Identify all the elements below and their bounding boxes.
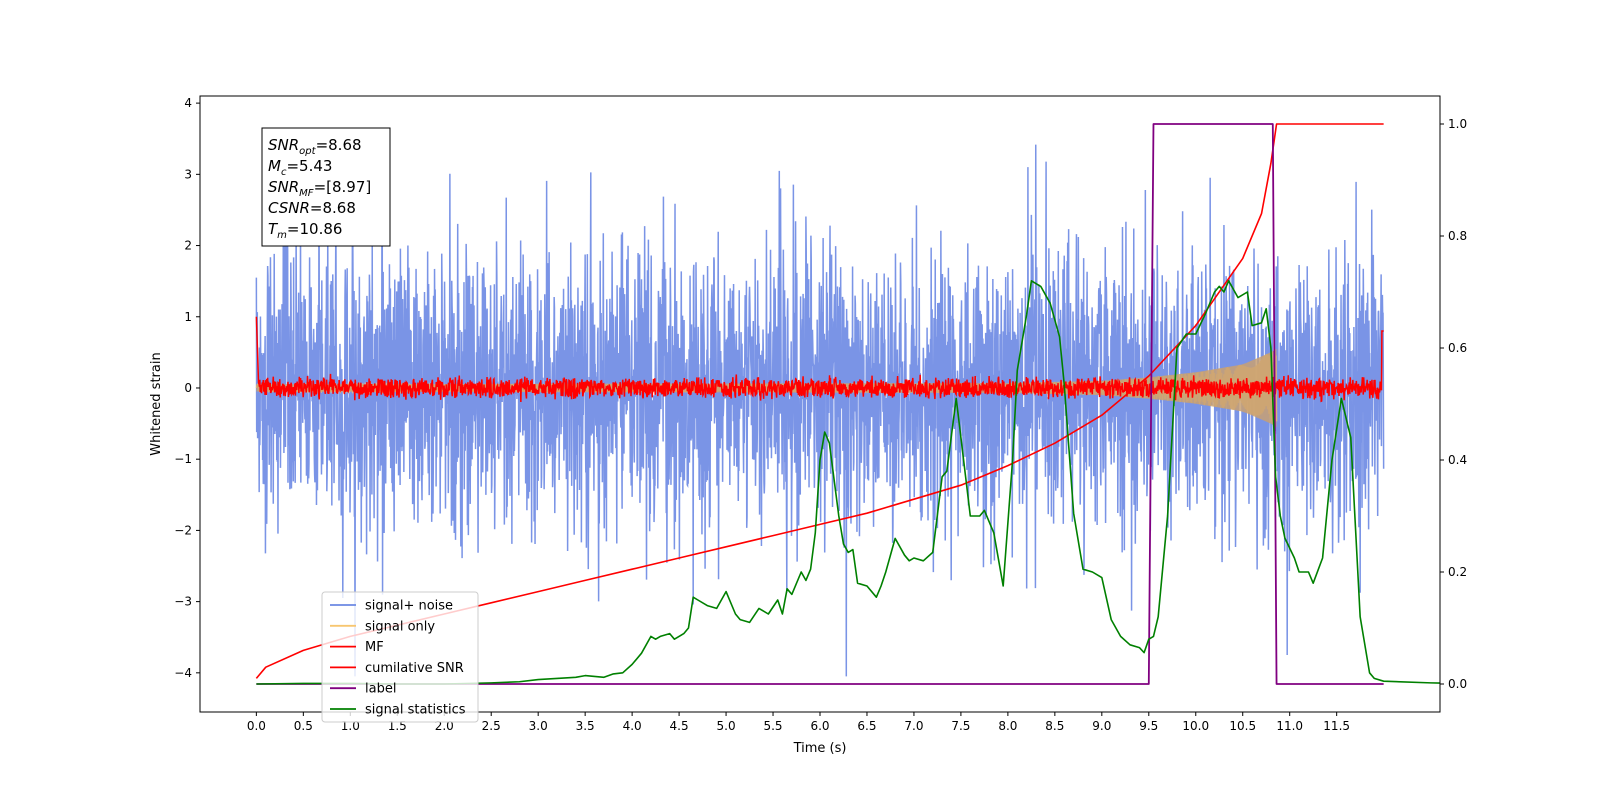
y-axis-label: Whitened strain — [149, 352, 164, 455]
info-subscript: c — [281, 167, 287, 178]
info-subscript: opt — [299, 146, 316, 157]
x-tick-label: 0.5 — [294, 719, 313, 733]
info-value: =[8.97] — [314, 178, 372, 196]
info-line: Tm=10.86 — [268, 220, 342, 241]
info-symbol: M — [268, 157, 281, 175]
x-tick-label: 0.0 — [247, 719, 266, 733]
info-box-frame — [261, 127, 391, 247]
x-tick-label: 9.0 — [1092, 719, 1111, 733]
signal-noise-line — [255, 144, 1385, 677]
info-box: SNRopt=8.68Mc=5.43SNRMF=[8.97]CSNR=8.68T… — [261, 127, 391, 247]
y-tick-label: −1 — [174, 452, 192, 466]
x-tick-label: 3.0 — [529, 719, 548, 733]
x-tick-label: 8.0 — [998, 719, 1017, 733]
info-symbol: CSNR — [268, 199, 310, 217]
y-right-tick-label: 1.0 — [1448, 117, 1467, 131]
info-symbol: T — [268, 220, 279, 238]
x-tick-label: 6.5 — [857, 719, 876, 733]
y-tick-label: −4 — [174, 666, 192, 680]
info-subscript: MF — [299, 188, 314, 199]
x-tick-label: 7.0 — [904, 719, 923, 733]
signal-only-envelope — [256, 348, 1277, 428]
x-tick-label: 3.5 — [576, 719, 595, 733]
info-line: CSNR=8.68 — [268, 199, 356, 217]
info-line: Mc=5.43 — [268, 157, 332, 178]
legend-entry-label: signal only — [365, 619, 435, 634]
info-value: =8.68 — [310, 199, 356, 217]
y-right-tick-label: 0.2 — [1448, 565, 1467, 579]
legend-entry-label: MF — [365, 640, 384, 655]
legend-entry-label: signal+ noise — [365, 599, 453, 614]
x-tick-label: 4.5 — [670, 719, 689, 733]
y-right-tick-label: 0.6 — [1448, 341, 1467, 355]
y-tick-label: 0 — [184, 381, 192, 395]
x-tick-label: 2.5 — [482, 719, 501, 733]
x-tick-label: 9.5 — [1139, 719, 1158, 733]
info-value: =8.68 — [316, 136, 362, 154]
info-value: =10.86 — [287, 220, 343, 238]
legend-frame — [321, 591, 479, 723]
y-tick-label: 1 — [184, 310, 192, 324]
y-tick-label: −3 — [174, 595, 192, 609]
x-tick-label: 6.0 — [810, 719, 829, 733]
y-right-tick-label: 0.4 — [1448, 453, 1467, 467]
legend: signal+ noise signal only MF cumilative SNR… — [321, 591, 479, 723]
x-tick-label: 11.5 — [1323, 719, 1350, 733]
info-symbol: SNR — [268, 136, 299, 154]
x-tick-label: 5.5 — [763, 719, 782, 733]
signal-statistics-line — [256, 280, 1440, 685]
mf-line — [255, 316, 1384, 403]
info-symbol: SNR — [268, 178, 299, 196]
legend-entry-label: label — [365, 682, 396, 697]
y-right-tick-label: 0.0 — [1448, 677, 1467, 691]
x-tick-label: 11.0 — [1276, 719, 1303, 733]
y-right-tick-label: 0.8 — [1448, 229, 1467, 243]
y-tick-label: 2 — [184, 239, 192, 253]
y-tick-label: 3 — [184, 167, 192, 181]
y-tick-label: −2 — [174, 523, 192, 537]
y-tick-label: 4 — [184, 96, 192, 110]
x-axis-label: Time (s) — [793, 741, 847, 756]
x-tick-label: 4.0 — [623, 719, 642, 733]
info-subscript: m — [277, 230, 287, 241]
info-value: =5.43 — [286, 157, 332, 175]
x-tick-label: 8.5 — [1045, 719, 1064, 733]
x-tick-label: 7.5 — [951, 719, 970, 733]
x-tick-label: 10.0 — [1182, 719, 1209, 733]
x-tick-label: 10.5 — [1229, 719, 1256, 733]
info-line: SNRMF=[8.97] — [268, 178, 371, 199]
label-line — [256, 123, 1384, 685]
legend-entry-label: cumilative SNR — [365, 661, 464, 676]
info-line: SNRopt=8.68 — [268, 136, 362, 157]
legend-entry-label: signal statistics — [365, 703, 466, 718]
x-tick-label: 5.0 — [717, 719, 736, 733]
